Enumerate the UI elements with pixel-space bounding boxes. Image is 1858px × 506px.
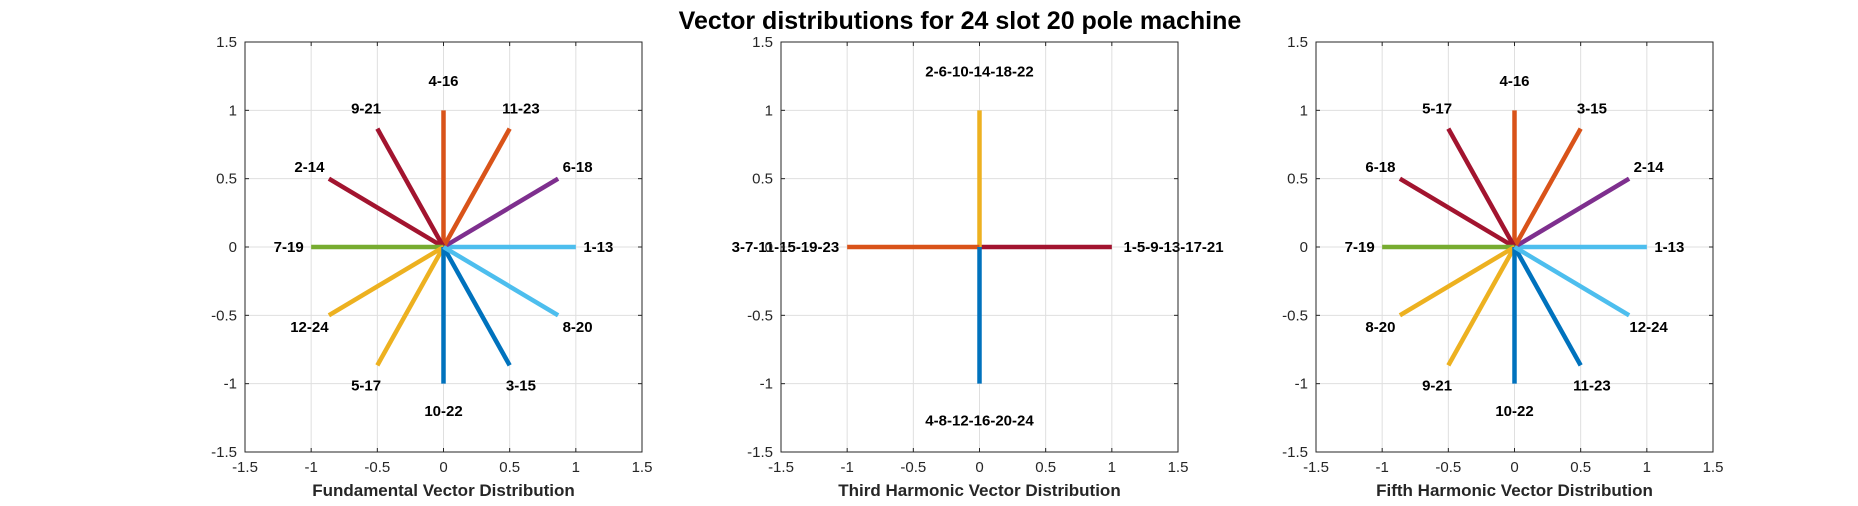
x-axis-label: Third Harmonic Vector Distribution	[838, 481, 1120, 500]
vector-label: 5-17	[351, 377, 381, 394]
vector-label: 6-18	[1365, 159, 1395, 176]
vector-label: 5-17	[1422, 101, 1452, 118]
vector-label: 1-13	[1654, 239, 1684, 256]
y-tick-label: 0	[229, 239, 237, 256]
vector-label: 12-24	[290, 319, 329, 336]
vector-label: 6-18	[563, 159, 593, 176]
x-tick-label: 1	[572, 459, 580, 476]
vector-line	[1446, 245, 1517, 367]
vector-line	[442, 245, 560, 318]
x-tick-label: -0.5	[364, 459, 390, 476]
vector-line	[375, 245, 446, 367]
vector-label: 11-23	[502, 101, 540, 118]
vector-label: 3-15	[506, 377, 536, 394]
x-axis-label: Fifth Harmonic Vector Distribution	[1376, 481, 1653, 500]
x-tick-label: 1.5	[632, 459, 653, 476]
x-tick-label: -1.5	[232, 459, 258, 476]
vector-label: 10-22	[424, 403, 462, 420]
vector-line	[442, 176, 560, 249]
vector-label: 4-8-12-16-20-24	[925, 412, 1034, 429]
x-tick-label: 1.5	[1168, 459, 1189, 476]
vector-line	[327, 245, 445, 318]
x-tick-label: 1	[1643, 459, 1651, 476]
vector-label: 3-7-11-15-19-23	[732, 239, 840, 256]
y-tick-label: 1	[1300, 102, 1308, 119]
vector-label: 9-21	[351, 101, 381, 118]
vector-line	[441, 245, 512, 367]
vector-label: 11-23	[1573, 377, 1611, 394]
y-tick-label: -1.5	[1282, 444, 1308, 461]
x-tick-label: -1	[304, 459, 317, 476]
vector-label: 7-19	[1345, 239, 1375, 256]
y-tick-label: -1	[760, 376, 773, 393]
vector-line	[441, 127, 512, 249]
vector-label: 4-16	[428, 73, 458, 90]
vector-line	[1512, 127, 1583, 249]
y-tick-label: 0.5	[1287, 171, 1308, 188]
chart-panel-1: 1-136-1811-234-169-212-147-1912-245-1710…	[211, 34, 652, 500]
x-tick-label: -1	[840, 459, 853, 476]
x-tick-label: 0.5	[1035, 459, 1056, 476]
vector-line	[1513, 245, 1631, 318]
y-tick-label: -0.5	[1282, 307, 1308, 324]
x-tick-label: -1.5	[1303, 459, 1329, 476]
y-tick-label: 0.5	[752, 171, 773, 188]
vector-label: 12-24	[1629, 319, 1668, 336]
x-tick-label: -0.5	[900, 459, 926, 476]
y-tick-label: 0.5	[216, 171, 237, 188]
vector-label: 1-13	[583, 239, 613, 256]
vector-line	[1446, 127, 1517, 249]
x-tick-label: 0.5	[499, 459, 520, 476]
x-tick-label: 0	[439, 459, 447, 476]
x-tick-label: 1	[1108, 459, 1116, 476]
vector-label: 7-19	[274, 239, 304, 256]
y-tick-label: 1	[229, 102, 237, 119]
y-tick-label: -0.5	[211, 307, 237, 324]
y-tick-label: 1.5	[1287, 34, 1308, 51]
x-axis-label: Fundamental Vector Distribution	[312, 481, 575, 500]
chart-panel-3: 1-13 2-14 3-15 4-16 5-17 6-18 7-19 8-20 9-21 10-2…	[1282, 34, 1723, 500]
y-tick-label: -0.5	[747, 307, 773, 324]
vector-label: 2-6-10-14-18-22	[925, 64, 1033, 81]
x-tick-label: -0.5	[1435, 459, 1461, 476]
y-tick-label: 1.5	[752, 34, 773, 51]
y-tick-label: 0	[765, 239, 773, 256]
vector-label: 2-14	[1634, 159, 1665, 176]
vector-line	[1398, 245, 1516, 318]
y-tick-label: 0	[1300, 239, 1308, 256]
vector-label: 9-21	[1422, 377, 1452, 394]
x-tick-label: -1	[1375, 459, 1388, 476]
y-tick-label: -1.5	[747, 444, 773, 461]
vector-label: 2-14	[294, 159, 325, 176]
x-tick-label: -1.5	[768, 459, 794, 476]
vector-label: 8-20	[563, 319, 593, 336]
figure-title: Vector distributions for 24 slot 20 pole…	[679, 7, 1242, 35]
vector-label: 8-20	[1365, 319, 1395, 336]
vector-label: 4-16	[1499, 73, 1529, 90]
y-tick-label: 1.5	[216, 34, 237, 51]
vector-line	[375, 127, 446, 249]
y-tick-label: 1	[765, 102, 773, 119]
vector-line	[1513, 176, 1631, 249]
x-tick-label: 0	[975, 459, 983, 476]
x-tick-label: 0.5	[1570, 459, 1591, 476]
y-tick-label: -1.5	[211, 444, 237, 461]
y-tick-label: -1	[224, 376, 237, 393]
vector-label: 1-5-9-13-17-21	[1124, 239, 1224, 256]
x-tick-label: 0	[1510, 459, 1518, 476]
x-tick-label: 1.5	[1703, 459, 1724, 476]
vector-line	[1512, 245, 1583, 367]
vector-label: 10-22	[1495, 403, 1533, 420]
vector-line	[327, 176, 445, 249]
vector-label: 3-15	[1577, 101, 1607, 118]
vector-line	[1398, 176, 1516, 249]
y-tick-label: -1	[1295, 376, 1308, 393]
chart-panel-2: 1-5-9-13-17-21 2-6-10-14-18-22 3-7-11-15-1…	[732, 34, 1224, 500]
